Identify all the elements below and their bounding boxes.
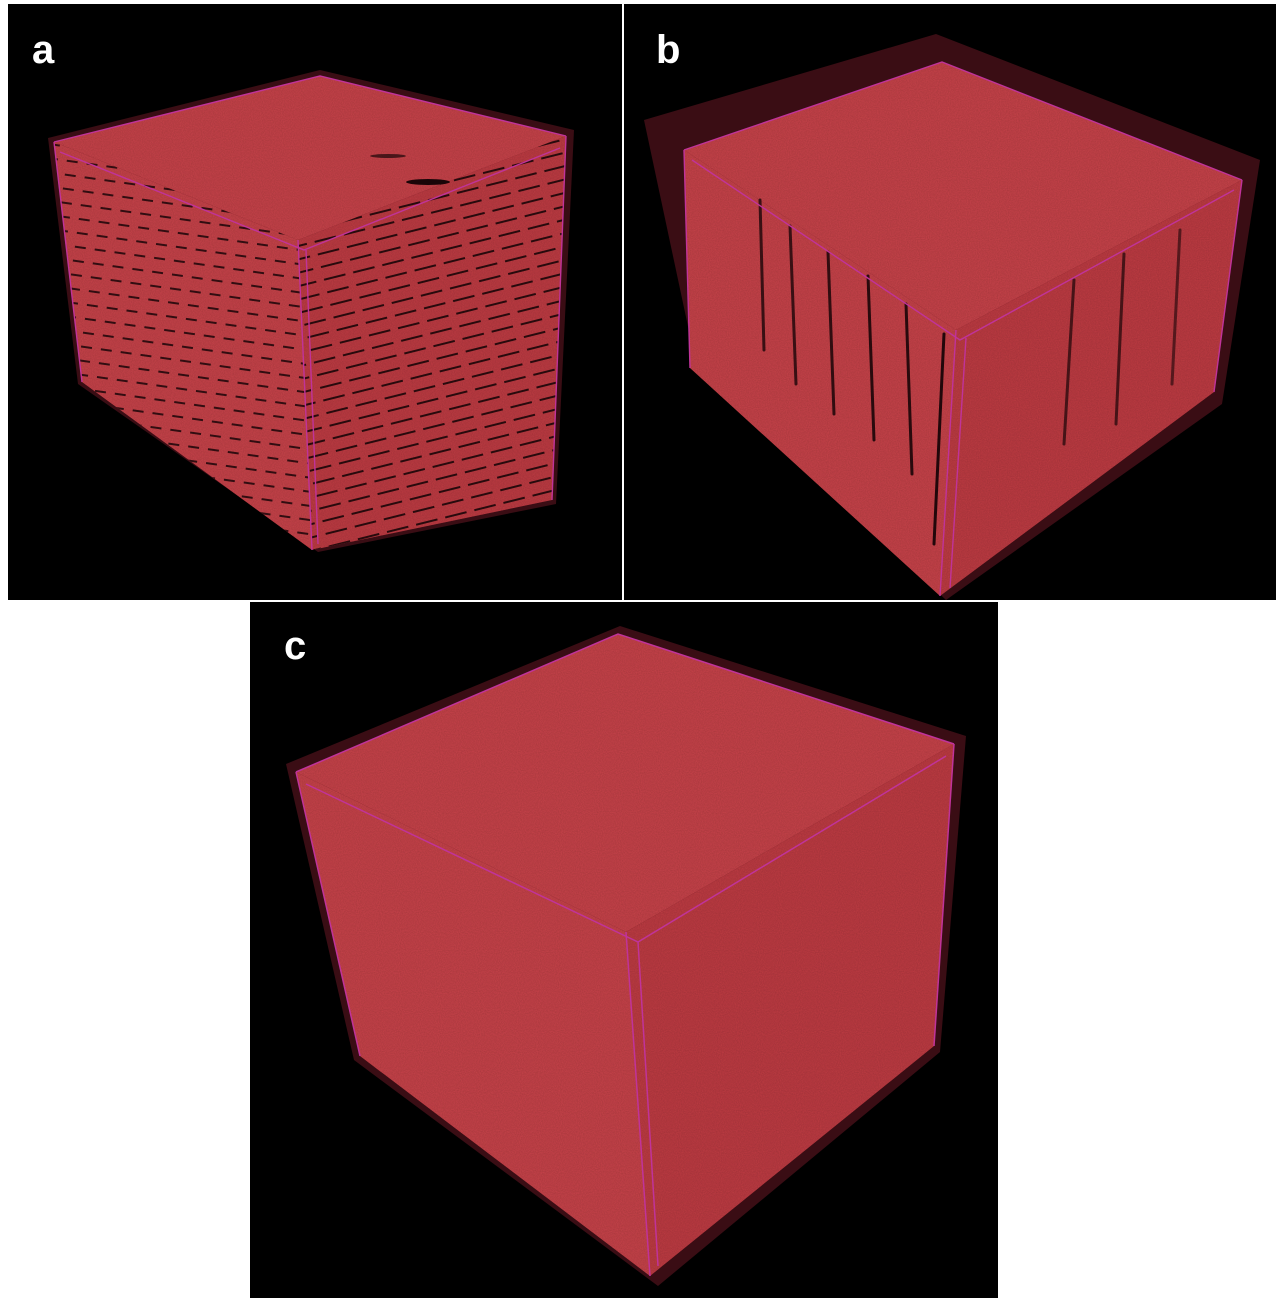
bounding-box-edges-b bbox=[683, 61, 1243, 597]
right-face-b bbox=[940, 180, 1242, 596]
volume-render-b bbox=[644, 34, 1260, 600]
top-face-a bbox=[54, 76, 566, 240]
panel-label-a: a bbox=[32, 28, 55, 72]
panel-a: a bbox=[8, 4, 622, 600]
bounding-box-edges-a bbox=[53, 75, 567, 551]
right-face-c bbox=[626, 744, 954, 1276]
volume-render-a bbox=[48, 70, 574, 552]
left-face-b bbox=[684, 150, 956, 596]
panel-label-c: c bbox=[284, 624, 307, 668]
left-face-c bbox=[296, 772, 650, 1276]
defect-streaks-b bbox=[758, 198, 1182, 546]
volume-render-c bbox=[286, 626, 966, 1286]
top-face-c bbox=[296, 634, 954, 932]
bounding-box-edges-c bbox=[295, 633, 955, 1277]
panel-c: c bbox=[250, 602, 998, 1298]
panel-label-b: b bbox=[656, 28, 681, 72]
top-face-b bbox=[684, 62, 1242, 330]
panel-b: b bbox=[624, 4, 1276, 600]
